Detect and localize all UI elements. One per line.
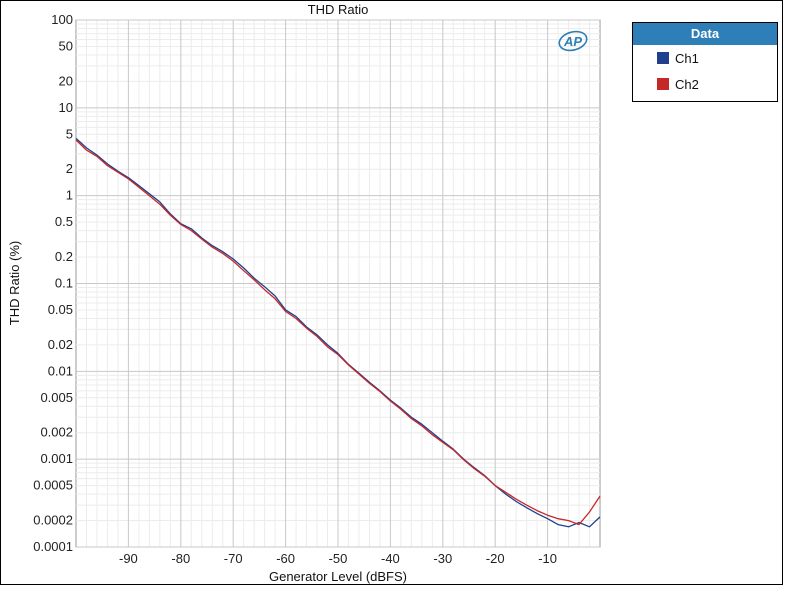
y-tick-label: 50 <box>59 38 73 53</box>
series-layer <box>75 137 601 528</box>
x-tick-label: -60 <box>276 551 295 566</box>
svg-text:AP: AP <box>563 34 582 49</box>
series-line-ch1 <box>75 137 601 528</box>
x-tick-label: -90 <box>119 551 138 566</box>
y-tick-label: 0.0002 <box>33 513 73 528</box>
x-tick-label: -50 <box>329 551 348 566</box>
y-tick-label: 100 <box>51 12 73 27</box>
x-tick-label: -80 <box>171 551 190 566</box>
x-tick-label: -70 <box>224 551 243 566</box>
legend-swatch-ch1 <box>657 52 669 64</box>
y-axis-label: THD Ratio (%) <box>7 241 22 326</box>
y-tick-label: 0.01 <box>48 363 73 378</box>
y-tick-label: 0.0005 <box>33 478 73 493</box>
y-tick-label: 0.5 <box>55 214 73 229</box>
y-axis-ticks: 100 50 20 10 5 2 1 0.5 0.2 0.1 0.05 0.02 0.01 0.005 0.… <box>33 12 73 554</box>
y-tick-label: 0.0001 <box>33 539 73 554</box>
y-tick-label: 0.2 <box>55 249 73 264</box>
legend-title: Data <box>633 23 777 45</box>
chart-legend: Data Ch1 Ch2 <box>632 22 778 102</box>
y-tick-label: 0.02 <box>48 337 73 352</box>
series-line-ch2 <box>75 139 601 526</box>
y-tick-label: 1 <box>66 188 73 203</box>
x-tick-label: -10 <box>538 551 557 566</box>
y-tick-label: 0.002 <box>40 425 73 440</box>
chart-title: THD Ratio <box>308 2 369 17</box>
y-tick-label: 10 <box>59 100 73 115</box>
y-tick-label: 5 <box>66 126 73 141</box>
legend-item-ch1[interactable]: Ch1 <box>633 45 777 71</box>
x-tick-label: -40 <box>381 551 400 566</box>
legend-item-ch2[interactable]: Ch2 <box>633 71 777 97</box>
y-tick-label: 2 <box>66 161 73 176</box>
y-tick-label: 0.05 <box>48 302 73 317</box>
legend-swatch-ch2 <box>657 78 669 90</box>
legend-label-ch2: Ch2 <box>675 76 699 92</box>
x-tick-label: -20 <box>486 551 505 566</box>
x-axis-ticks: -90 -80 -70 -60 -50 -40 -30 -20 -10 <box>119 551 557 566</box>
y-tick-label: 0.1 <box>55 276 73 291</box>
audio-precision-logo: AP <box>558 30 588 52</box>
x-tick-label: -30 <box>433 551 452 566</box>
legend-label-ch1: Ch1 <box>675 50 699 66</box>
y-tick-label: 0.005 <box>40 390 73 405</box>
y-tick-label: 0.001 <box>40 451 73 466</box>
major-gridlines <box>76 19 600 548</box>
x-axis-label: Generator Level (dBFS) <box>269 569 407 584</box>
y-tick-label: 20 <box>59 73 73 88</box>
